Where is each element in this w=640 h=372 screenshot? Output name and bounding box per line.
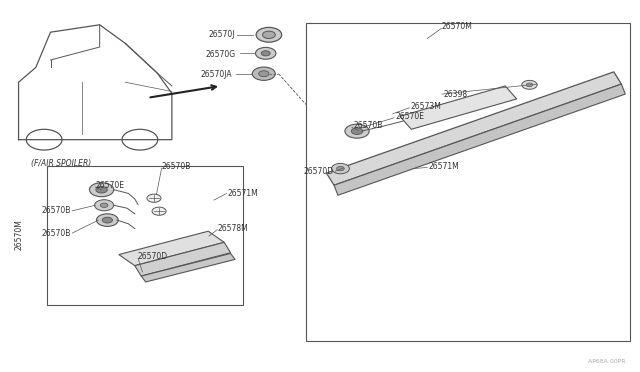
Text: 26570J: 26570J — [208, 30, 235, 39]
Text: (F/AIR SPOILER): (F/AIR SPOILER) — [31, 158, 92, 167]
Text: AP68A 00PR: AP68A 00PR — [588, 359, 625, 364]
Polygon shape — [135, 242, 230, 276]
Bar — [306, 23, 630, 341]
Text: 26570M: 26570M — [442, 22, 472, 31]
Text: 26570JA: 26570JA — [200, 70, 232, 79]
Circle shape — [90, 183, 114, 197]
Polygon shape — [334, 84, 625, 195]
Text: 26571M: 26571M — [429, 162, 460, 171]
Circle shape — [255, 47, 276, 59]
Text: 26570D: 26570D — [138, 252, 168, 261]
Circle shape — [100, 203, 108, 208]
Text: 26570D: 26570D — [304, 167, 334, 176]
Bar — [47, 166, 243, 305]
Circle shape — [522, 80, 537, 89]
Text: 26570B: 26570B — [42, 206, 71, 215]
Text: 26570E: 26570E — [95, 181, 124, 190]
Text: 26578M: 26578M — [218, 224, 248, 233]
Circle shape — [337, 166, 344, 171]
Circle shape — [261, 51, 270, 56]
Polygon shape — [141, 253, 235, 282]
Circle shape — [96, 186, 108, 193]
Circle shape — [97, 214, 118, 227]
Polygon shape — [400, 86, 516, 129]
Text: 26573M: 26573M — [411, 102, 442, 111]
Polygon shape — [326, 72, 621, 185]
Circle shape — [526, 83, 532, 87]
Circle shape — [102, 217, 113, 223]
Text: 26570G: 26570G — [205, 49, 235, 58]
Text: 26570B: 26570B — [353, 122, 383, 131]
Text: 26570B: 26570B — [42, 228, 71, 238]
Text: 26570B: 26570B — [162, 162, 191, 171]
Circle shape — [252, 67, 275, 80]
Circle shape — [147, 194, 161, 202]
Circle shape — [152, 207, 166, 215]
Circle shape — [332, 163, 349, 174]
Circle shape — [262, 31, 275, 38]
Circle shape — [259, 71, 269, 77]
Circle shape — [345, 124, 369, 138]
Polygon shape — [119, 231, 224, 266]
Circle shape — [95, 200, 114, 211]
Circle shape — [256, 28, 282, 42]
Text: 26571M: 26571M — [227, 189, 258, 198]
Text: 26570M: 26570M — [15, 219, 24, 250]
Text: 26570E: 26570E — [396, 112, 424, 121]
Circle shape — [351, 128, 363, 135]
Text: 26398: 26398 — [444, 90, 467, 99]
